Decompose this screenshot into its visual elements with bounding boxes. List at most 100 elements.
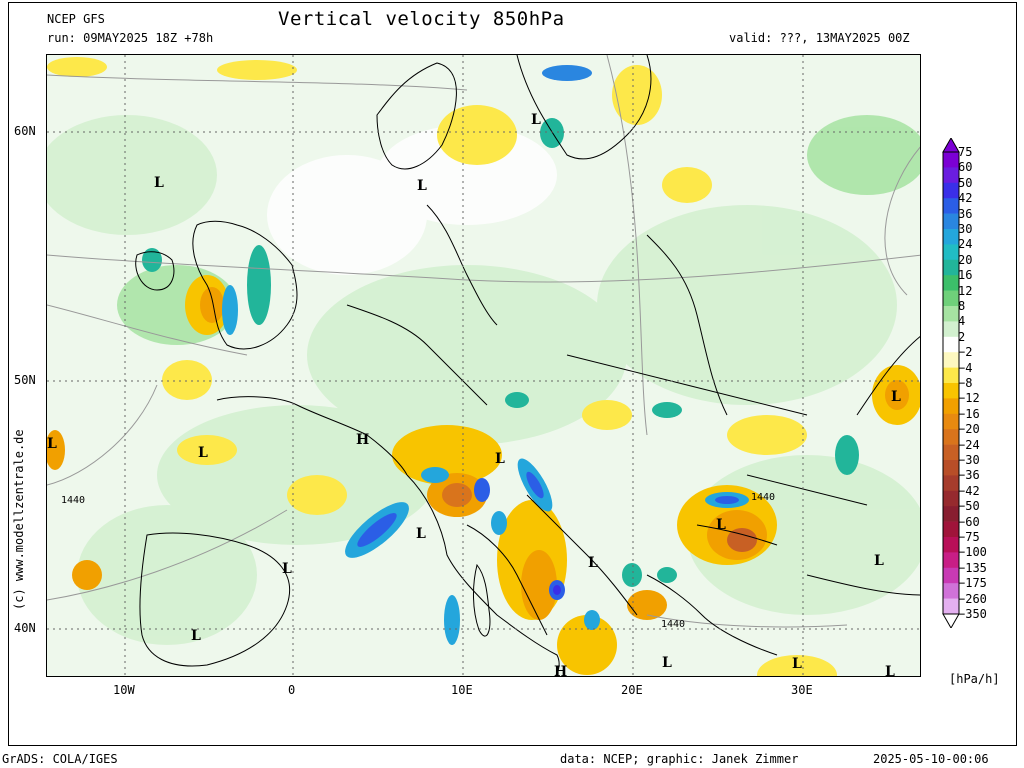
model-name: NCEP GFS <box>47 12 105 26</box>
colorbar-segment <box>943 413 959 430</box>
colorbar-segment <box>943 444 959 461</box>
colorbar-tick-label: 8 <box>958 299 966 313</box>
low-label: L <box>495 451 505 467</box>
colorbar-segment <box>943 460 959 476</box>
colorbar-tick-label: 12 <box>958 283 973 298</box>
low-label: L <box>662 655 672 671</box>
colorbar-segment <box>943 259 959 276</box>
low-label: L <box>885 664 895 677</box>
colorbar-tick-label: 2 <box>958 329 966 344</box>
contour-label: 1440 <box>61 495 85 506</box>
lon-tick-label: 0 <box>288 683 296 697</box>
colorbar-segment <box>943 398 959 415</box>
low-label: L <box>154 175 164 191</box>
colorbar-segment <box>943 521 959 538</box>
colorbar-tick-label: −42 <box>958 483 980 498</box>
colorbar-segment <box>943 583 959 599</box>
unit-label: [hPa/h] <box>949 672 1000 686</box>
colorbar-segment <box>943 552 959 569</box>
colorbar-bottom-arrow <box>942 613 960 628</box>
colorbar-segment <box>943 336 959 353</box>
colorbar-tick-label: −20 <box>958 422 980 437</box>
low-label: L <box>792 656 802 672</box>
colorbar-tick-label: −135 <box>958 560 987 575</box>
colorbar-top-arrow <box>942 138 960 153</box>
colorbar-segment <box>943 506 959 522</box>
colorbar-segment <box>943 152 959 168</box>
colorbar-segment <box>943 198 959 214</box>
run-info: run: 09MAY2025 18Z +78h <box>47 31 214 45</box>
lat-tick-label: 40N <box>14 621 36 635</box>
colorbar-tick-label: −4 <box>958 360 973 375</box>
colorbar-tick-label: −175 <box>958 576 987 591</box>
low-label: L <box>891 389 901 405</box>
high-label: H <box>554 664 567 677</box>
colorbar-tick-label: 4 <box>958 314 966 329</box>
colorbar-segment <box>943 306 959 322</box>
low-label: L <box>588 555 598 571</box>
colorbar-tick-label: 75 <box>958 145 973 159</box>
map-panel: L L L L L L L L L L L L L L L L H H 1440… <box>46 54 921 677</box>
colorbar-segment <box>943 167 959 184</box>
lon-tick-label: 30E <box>791 683 813 697</box>
map-canvas: L L L L L L L L L L L L L L L L H H 1440… <box>47 55 920 677</box>
colorbar-segment <box>943 275 959 291</box>
low-label: L <box>716 517 726 533</box>
colorbar-tick-label: −8 <box>958 376 973 390</box>
contour-label: 1440 <box>661 619 685 630</box>
colorbar-tick-label: −16 <box>958 406 980 421</box>
colorbar-tick-label: −75 <box>958 530 980 544</box>
low-label: L <box>417 178 427 194</box>
low-label: L <box>531 112 541 128</box>
colorbar-segment <box>943 352 959 368</box>
colorbar-segment <box>943 475 959 492</box>
lon-tick-label: 20E <box>621 683 643 697</box>
colorbar-tick-label: 20 <box>958 252 973 267</box>
colorbar-tick-label: −350 <box>958 607 987 621</box>
colorbar-tick-label: −36 <box>958 468 980 483</box>
figure-frame <box>8 2 1017 746</box>
colorbar-tick-label: 30 <box>958 222 973 236</box>
colorbar <box>942 138 960 628</box>
colorbar-segment <box>943 429 959 445</box>
colorbar-tick-label: 24 <box>958 237 973 252</box>
colorbar-segment <box>943 367 959 384</box>
colorbar-segment <box>943 290 959 307</box>
lon-tick-label: 10E <box>451 683 473 697</box>
low-label: L <box>416 526 426 542</box>
lat-tick-label: 50N <box>14 373 36 387</box>
colorbar-tick-label: 36 <box>958 206 973 221</box>
colorbar-segment <box>943 490 959 507</box>
colorbar-tick-label: −50 <box>958 499 980 514</box>
colorbar-segment <box>943 383 959 399</box>
footer-credit: data: NCEP; graphic: Janek Zimmer <box>560 752 799 766</box>
colorbar-tick-label: −2 <box>958 345 973 360</box>
colorbar-tick-label: 16 <box>958 268 973 283</box>
colorbar-segment <box>943 182 959 199</box>
low-label: L <box>191 628 201 644</box>
colorbar-segment <box>943 567 959 584</box>
copyright-label: (c) www.modellzentrale.de <box>12 429 26 610</box>
low-label: L <box>874 553 884 569</box>
colorbar-tick-label: 42 <box>958 191 973 206</box>
colorbar-segment <box>943 213 959 230</box>
valid-time: valid: ???, 13MAY2025 00Z <box>729 31 910 45</box>
high-label: H <box>356 432 369 448</box>
lon-tick-label: 10W <box>113 683 135 697</box>
footer-timestamp: 2025-05-10-00:06 <box>873 752 989 766</box>
colorbar-tick-label: −12 <box>958 391 980 406</box>
colorbar-tick-label: −100 <box>958 545 987 560</box>
low-label: L <box>282 561 292 577</box>
contour-label: 1440 <box>751 492 775 503</box>
footer-software: GrADS: COLA/IGES <box>2 752 118 766</box>
colorbar-tick-label: 60 <box>958 160 973 175</box>
colorbar-tick-label: −24 <box>958 437 980 452</box>
colorbar-segment <box>943 229 959 245</box>
colorbar-tick-label: −60 <box>958 514 980 529</box>
lat-tick-label: 60N <box>14 124 36 138</box>
colorbar-segment <box>943 598 959 615</box>
colorbar-tick-label: 50 <box>958 175 973 190</box>
colorbar-tick-label: −30 <box>958 453 980 467</box>
map-title: Vertical velocity 850hPa <box>278 8 565 30</box>
colorbar-segment <box>943 321 959 338</box>
